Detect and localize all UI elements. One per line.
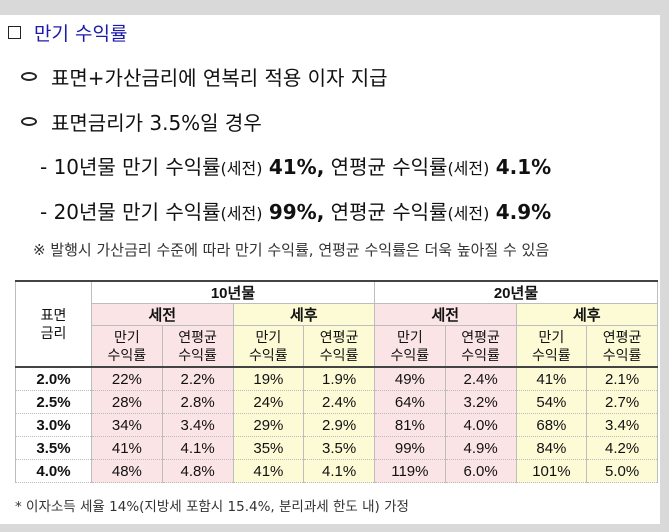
sub-tag: (세전)	[220, 159, 263, 178]
bullet-text: 표면+가산금리에 연복리 적용 이자 지급	[51, 66, 388, 90]
sub-mid: 연평균 수익률	[330, 155, 448, 179]
period-header: 20년물	[374, 280, 658, 304]
value-cell: 49%	[374, 366, 446, 391]
table-row: 3.5% 41% 4.1% 35% 3.5% 99% 4.9% 84% 4.2%	[15, 436, 658, 460]
value-cell: 4.2%	[586, 436, 658, 460]
rate-cell: 2.5%	[15, 390, 92, 414]
value-cell: 2.7%	[586, 390, 658, 414]
column-label: 연평균 수익률	[303, 325, 375, 368]
value-cell: 4.0%	[444, 413, 517, 437]
sub-tag: (세전)	[220, 204, 263, 223]
sub-mid: 연평균 수익률	[330, 200, 448, 224]
footnote: * 이자소득 세율 14%(지방세 포함시 15.4%, 분리과세 한도 내) …	[15, 499, 409, 515]
yield-table: 표면 금리 10년물 20년물 세전 세후 세전 세후 만기 수익률 연평균 수익률 …	[15, 280, 658, 483]
value-cell: 41%	[91, 436, 163, 460]
heading-text: 만기 수익률	[34, 22, 128, 45]
value-cell: 99%	[374, 436, 446, 460]
value-cell: 4.1%	[161, 436, 234, 460]
rate-cell: 4.0%	[15, 459, 92, 483]
rate-cell: 3.5%	[15, 436, 92, 460]
table-row: 2.5% 28% 2.8% 24% 2.4% 64% 3.2% 54% 2.7%	[15, 390, 658, 414]
rate-cell: 2.0%	[15, 366, 92, 391]
value-cell: 34%	[91, 413, 163, 437]
column-label: 연평균 수익률	[444, 325, 517, 368]
value-cell: 24%	[232, 390, 305, 414]
notice-text: ※ 발행시 가산금리 수준에 따라 만기 수익률, 연평균 수익률은 더욱 높아…	[33, 241, 550, 259]
value-cell: 48%	[91, 459, 163, 483]
bullet-text: 표면금리가 3.5%일 경우	[51, 111, 262, 135]
value-cell: 28%	[91, 390, 163, 414]
value-cell: 3.4%	[161, 413, 234, 437]
value-cell: 6.0%	[444, 459, 517, 483]
sub-lead: - 20년물 만기 수익률	[40, 200, 221, 224]
value-cell: 41%	[515, 366, 588, 391]
value-cell: 2.4%	[303, 390, 375, 414]
value-cell: 22%	[91, 366, 163, 391]
sub-value: 4.1%	[495, 155, 552, 179]
period-header: 10년물	[91, 280, 375, 304]
value-cell: 19%	[232, 366, 305, 391]
checkbox-square-icon	[8, 25, 21, 39]
sub-value: 99%,	[268, 200, 325, 224]
table-row: 2.0% 22% 2.2% 19% 1.9% 49% 2.4% 41% 2.1%	[15, 366, 658, 391]
group-header: 세전	[91, 303, 234, 326]
bullet-item: 표면금리가 3.5%일 경우	[21, 107, 262, 136]
value-cell: 81%	[374, 413, 446, 437]
column-label: 연평균 수익률	[586, 325, 658, 368]
section-heading: 만기 수익률	[8, 18, 127, 46]
sub-value: 41%,	[268, 155, 325, 179]
value-cell: 2.2%	[161, 366, 234, 391]
sub-lead: - 10년물 만기 수익률	[40, 155, 221, 179]
value-cell: 64%	[374, 390, 446, 414]
sub-tag: (세전)	[447, 204, 490, 223]
column-label: 만기 수익률	[374, 325, 446, 368]
column-label: 만기 수익률	[515, 325, 588, 368]
ring-bullet-icon	[21, 72, 37, 81]
table-row: 4.0% 48% 4.8% 41% 4.1% 119% 6.0% 101% 5.0%	[15, 459, 658, 483]
sub-value: 4.9%	[495, 200, 552, 224]
value-cell: 5.0%	[586, 459, 658, 483]
value-cell: 54%	[515, 390, 588, 414]
value-cell: 4.8%	[161, 459, 234, 483]
document-page: 만기 수익률 표면+가산금리에 연복리 적용 이자 지급 표면금리가 3.5%일…	[0, 15, 660, 524]
value-cell: 2.8%	[161, 390, 234, 414]
value-cell: 2.4%	[444, 366, 517, 391]
value-cell: 119%	[374, 459, 446, 483]
rate-cell: 3.0%	[15, 413, 92, 437]
column-label: 만기 수익률	[232, 325, 305, 368]
value-cell: 4.9%	[444, 436, 517, 460]
sub-tag: (세전)	[447, 159, 490, 178]
value-cell: 41%	[232, 459, 305, 483]
value-cell: 3.2%	[444, 390, 517, 414]
value-cell: 84%	[515, 436, 588, 460]
ring-bullet-icon	[21, 117, 37, 126]
value-cell: 35%	[232, 436, 305, 460]
value-cell: 68%	[515, 413, 588, 437]
value-cell: 2.9%	[303, 413, 375, 437]
group-header: 세후	[232, 303, 375, 326]
column-label: 연평균 수익률	[161, 325, 234, 368]
value-cell: 1.9%	[303, 366, 375, 391]
value-cell: 3.4%	[586, 413, 658, 437]
group-header: 세전	[374, 303, 517, 326]
column-label: 만기 수익률	[91, 325, 163, 368]
corner-header: 표면 금리	[15, 280, 92, 368]
value-cell: 29%	[232, 413, 305, 437]
value-cell: 101%	[515, 459, 588, 483]
sub-line-20y: - 20년물 만기 수익률(세전) 99%, 연평균 수익률(세전) 4.9%	[40, 196, 551, 225]
bullet-item: 표면+가산금리에 연복리 적용 이자 지급	[21, 62, 388, 91]
value-cell: 3.5%	[303, 436, 375, 460]
group-header: 세후	[515, 303, 658, 326]
table-row: 3.0% 34% 3.4% 29% 2.9% 81% 4.0% 68% 3.4%	[15, 413, 658, 437]
sub-line-10y: - 10년물 만기 수익률(세전) 41%, 연평균 수익률(세전) 4.1%	[40, 151, 551, 180]
value-cell: 4.1%	[303, 459, 375, 483]
value-cell: 2.1%	[586, 366, 658, 391]
